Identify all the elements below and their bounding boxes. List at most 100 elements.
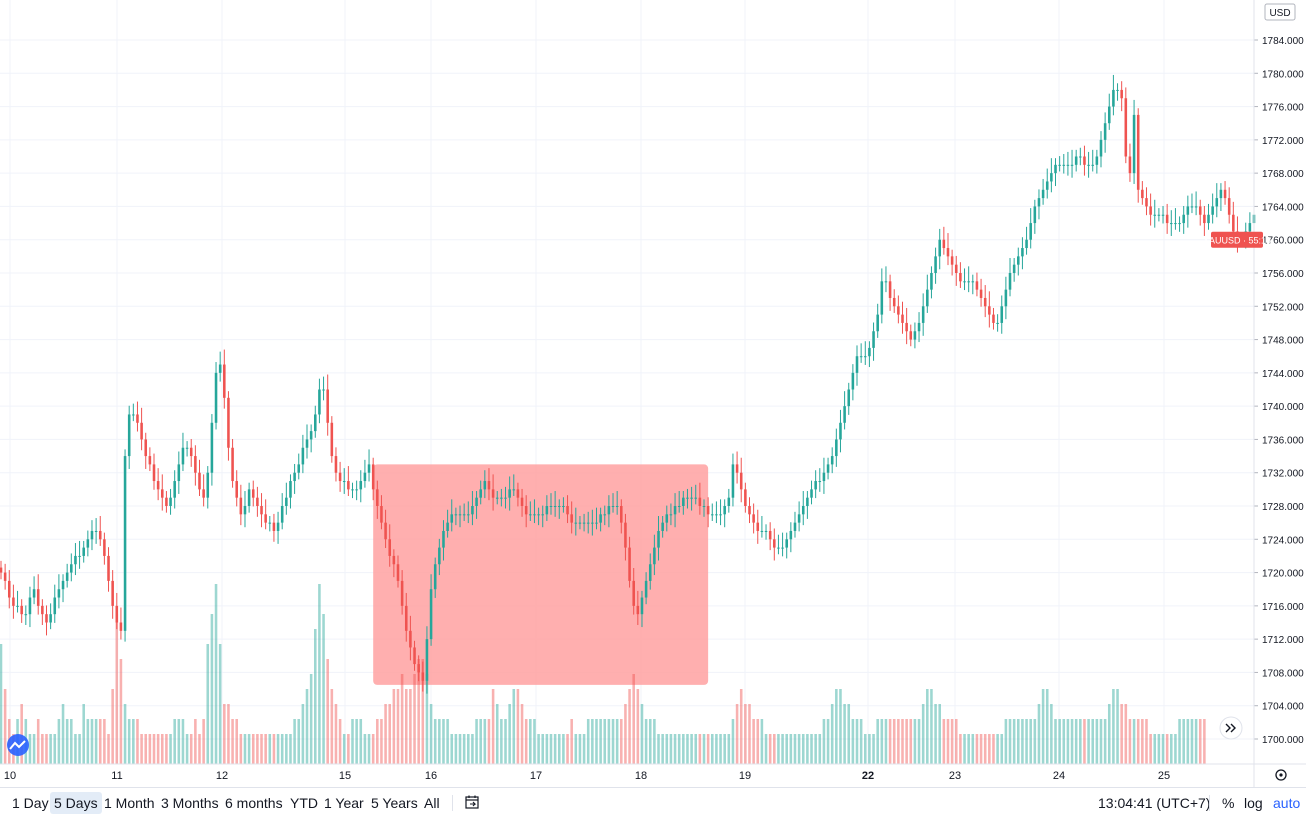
candle-body xyxy=(0,567,3,573)
candle-body xyxy=(504,497,507,499)
volume-bar xyxy=(1132,719,1136,764)
candle-body xyxy=(872,331,875,348)
candle-body xyxy=(359,481,363,490)
candle-body xyxy=(818,481,822,483)
price-tick-label: 1724.000 xyxy=(1262,535,1304,546)
volume-bar xyxy=(1004,719,1008,764)
volume-bar xyxy=(657,734,660,764)
volume-bar xyxy=(396,689,400,764)
candle-body xyxy=(806,497,809,506)
currency-badge xyxy=(1264,3,1296,21)
volume-bar xyxy=(280,734,284,764)
price-tick-label: 1768.000 xyxy=(1262,169,1304,180)
volume-bar xyxy=(764,734,768,764)
volume-bar xyxy=(992,734,995,764)
volume-bar xyxy=(421,659,425,764)
price-chart[interactable]: 1784.000 1780.000 1776.000 1772.000 1768.000… xyxy=(0,0,1306,787)
volume-bar xyxy=(429,704,433,764)
volume-bar xyxy=(1161,734,1165,764)
range-ytd[interactable]: YTD xyxy=(290,795,318,811)
volume-bar xyxy=(566,734,569,764)
range-1-day[interactable]: 1 Day xyxy=(12,795,49,811)
double-chevron-right-icon[interactable] xyxy=(1225,723,1236,733)
time-tick-label: 17 xyxy=(530,770,542,782)
candle-body xyxy=(65,572,69,581)
volume-bar xyxy=(144,734,148,764)
volume-bar xyxy=(615,719,619,764)
candle-body xyxy=(888,281,892,298)
candle-body xyxy=(760,530,764,532)
time-tick-label: 23 xyxy=(949,770,961,782)
volume-bar xyxy=(591,719,594,764)
last-price-label: XAUUSD · 55:19 xyxy=(1203,236,1271,246)
volume-bar xyxy=(491,689,495,764)
candle-body xyxy=(529,514,532,516)
range-1-year[interactable]: 1 Year xyxy=(324,795,364,811)
volume-bar xyxy=(756,719,760,764)
auto-toggle[interactable]: auto xyxy=(1273,795,1301,811)
volume-bar xyxy=(334,704,338,764)
candle-body xyxy=(1045,181,1049,190)
volume-bar xyxy=(781,734,784,764)
volume-bar xyxy=(1124,704,1128,764)
gear-icon[interactable] xyxy=(1275,769,1287,781)
candle-body xyxy=(1054,164,1057,174)
candle-body xyxy=(835,439,838,457)
range-1-month[interactable]: 1 Month xyxy=(104,795,155,811)
volume-bar xyxy=(256,734,259,764)
volume-bar xyxy=(603,719,607,764)
volume-bar xyxy=(818,734,822,764)
volume-bar xyxy=(917,719,921,764)
candle-body xyxy=(586,522,590,524)
candle-body xyxy=(723,506,726,515)
volume-bar xyxy=(376,719,379,764)
calendar-goto-icon[interactable] xyxy=(464,794,480,810)
range-5-years[interactable]: 5 Years xyxy=(371,795,418,811)
candle-body xyxy=(334,456,338,473)
candle-body xyxy=(909,331,913,340)
range-5-days[interactable]: 5 Days xyxy=(50,792,102,814)
volume-bar xyxy=(169,734,172,764)
candle-body xyxy=(582,522,586,524)
time-tick-label: 11 xyxy=(111,770,122,782)
log-toggle[interactable]: log xyxy=(1244,795,1263,811)
candle-body xyxy=(1021,248,1024,257)
volume-bar xyxy=(624,704,627,764)
candle-body xyxy=(562,506,565,507)
volume-bar xyxy=(173,719,176,764)
volume-bar xyxy=(127,719,131,764)
volume-bar xyxy=(276,734,280,764)
candle-body xyxy=(392,555,396,565)
volume-bar xyxy=(49,734,52,764)
candle-body xyxy=(86,539,90,548)
candle-body xyxy=(611,506,615,507)
candle-body xyxy=(636,605,640,615)
range-all[interactable]: All xyxy=(424,795,440,811)
candle-body xyxy=(384,522,387,540)
volume-bar xyxy=(454,734,458,764)
volume-bar xyxy=(1194,719,1198,764)
candle-body xyxy=(7,580,11,598)
time-tick-label: 25 xyxy=(1158,770,1170,782)
candle-body xyxy=(570,514,573,523)
candle-body xyxy=(1153,214,1157,216)
scroll-right-button xyxy=(1219,716,1243,740)
candle-body xyxy=(537,514,540,516)
volume-bar xyxy=(926,689,929,764)
volume-bar xyxy=(1083,719,1086,764)
price-tick-label: 1720.000 xyxy=(1262,569,1304,580)
volume-bar xyxy=(557,734,561,764)
range-3-months[interactable]: 3 Months xyxy=(161,795,219,811)
volume-bar xyxy=(520,704,524,764)
volume-bar xyxy=(694,734,698,764)
volume-bar xyxy=(632,674,635,764)
price-tick-label: 1752.000 xyxy=(1262,302,1304,313)
volume-bar xyxy=(648,719,652,764)
range-6-months[interactable]: 6 months xyxy=(225,795,283,811)
percent-toggle[interactable]: % xyxy=(1222,795,1235,811)
candle-body xyxy=(876,314,879,332)
candle-body xyxy=(1207,214,1210,224)
clock-time[interactable]: 13:04:41 (UTC+7) xyxy=(1098,795,1211,811)
volume-bar xyxy=(537,734,540,764)
